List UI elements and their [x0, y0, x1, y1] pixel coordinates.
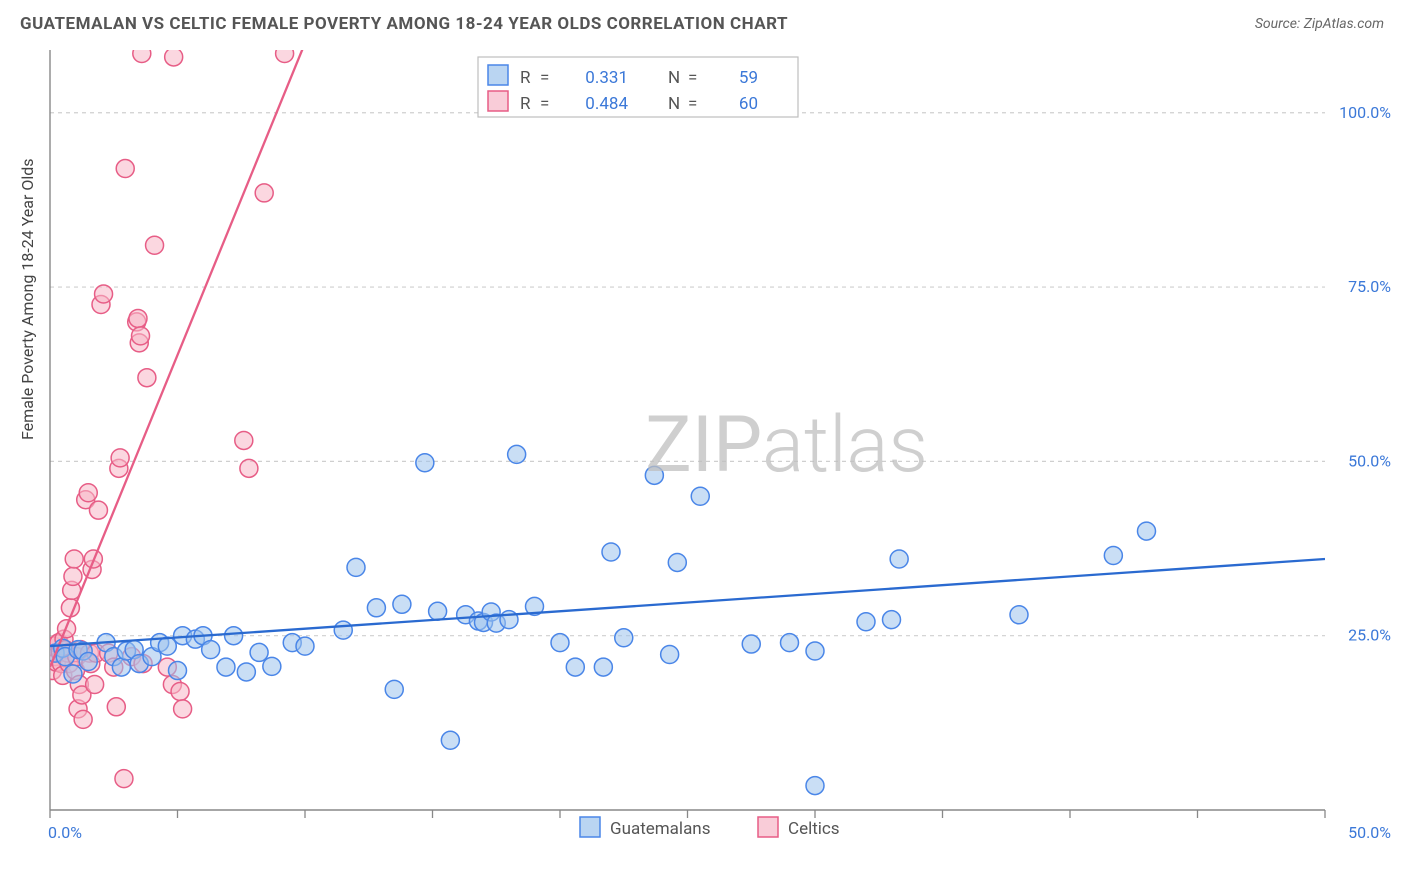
- svg-text:R: R: [520, 68, 531, 88]
- svg-text:25.0%: 25.0%: [1348, 626, 1391, 645]
- svg-text:N: N: [668, 94, 680, 114]
- svg-text:=: =: [540, 94, 549, 114]
- svg-text:75.0%: 75.0%: [1348, 277, 1391, 296]
- scatter-chart: 25.0% 50.0% 75.0% 100.0% 0.0% 50.0% R = 0.331 N = 5…: [0, 0, 1406, 892]
- svg-text:50.0%: 50.0%: [1348, 451, 1391, 470]
- svg-text:0.331: 0.331: [585, 68, 628, 88]
- svg-text:=: =: [688, 68, 697, 88]
- svg-text:=: =: [540, 68, 549, 88]
- svg-text:100.0%: 100.0%: [1339, 103, 1391, 122]
- svg-text:0.484: 0.484: [585, 94, 628, 114]
- svg-text:R: R: [520, 94, 531, 114]
- svg-text:0.0%: 0.0%: [48, 823, 82, 842]
- svg-text:59: 59: [739, 68, 758, 88]
- svg-text:N: N: [668, 68, 680, 88]
- svg-text:Celtics: Celtics: [788, 819, 840, 839]
- svg-text:50.0%: 50.0%: [1348, 823, 1391, 842]
- y-axis-label: Female Poverty Among 18-24 Year Olds: [18, 158, 37, 440]
- svg-text:=: =: [688, 94, 697, 114]
- svg-text:60: 60: [739, 94, 758, 114]
- chart-title: GUATEMALAN VS CELTIC FEMALE POVERTY AMON…: [20, 14, 788, 34]
- svg-text:Guatemalans: Guatemalans: [610, 819, 710, 839]
- chart-root: { "title": "GUATEMALAN VS CELTIC FEMALE …: [0, 0, 1406, 892]
- source-label: Source: ZipAtlas.com: [1255, 16, 1384, 32]
